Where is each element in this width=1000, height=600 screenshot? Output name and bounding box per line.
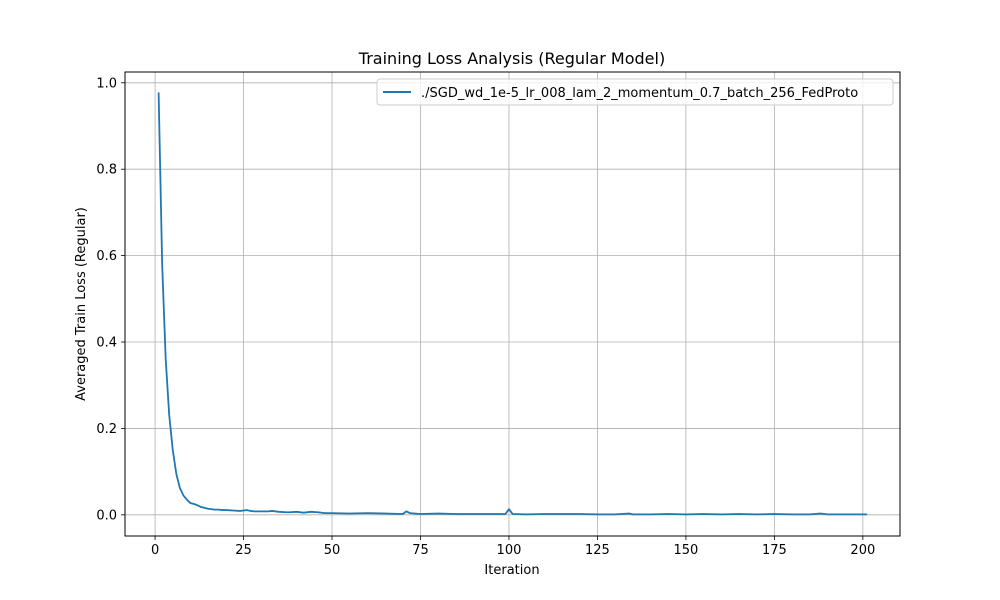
y-tick-label: 0.8 [96, 163, 117, 178]
legend-box [376, 78, 894, 106]
x-tick-label: 25 [235, 543, 252, 558]
plot-frame [124, 71, 901, 537]
series-layer [157, 92, 868, 516]
y-axis-label: Averaged Train Loss (Regular) [74, 207, 89, 401]
y-tick-label: 0.6 [96, 249, 117, 264]
series-line-0 [157, 92, 868, 516]
x-tick-label: 0 [151, 543, 159, 558]
x-axis: 0 25 50 75 100 125 150 175 200 [151, 536, 875, 558]
x-tick-label: 50 [324, 543, 341, 558]
x-tick-label: 200 [850, 543, 875, 558]
x-tick-label: 75 [412, 543, 429, 558]
y-tick-label: 0.0 [96, 508, 117, 523]
y-tick-label: 0.2 [96, 422, 117, 437]
y-tick-label: 0.4 [96, 336, 117, 351]
chart-title: Training Loss Analysis (Regular Model) [358, 49, 665, 68]
legend-label: ./SGD_wd_1e-5_lr_008_lam_2_momentum_0.7_… [421, 86, 858, 101]
x-tick-label: 125 [585, 543, 610, 558]
legend: ./SGD_wd_1e-5_lr_008_lam_2_momentum_0.7_… [376, 78, 894, 106]
x-tick-label: 100 [497, 543, 522, 558]
x-axis-label: Iteration [484, 563, 539, 578]
y-tick-label: 1.0 [96, 76, 117, 91]
x-tick-label: 150 [673, 543, 698, 558]
x-tick-label: 175 [762, 543, 787, 558]
y-axis: 0.0 0.2 0.4 0.6 0.8 1.0 [96, 76, 125, 523]
